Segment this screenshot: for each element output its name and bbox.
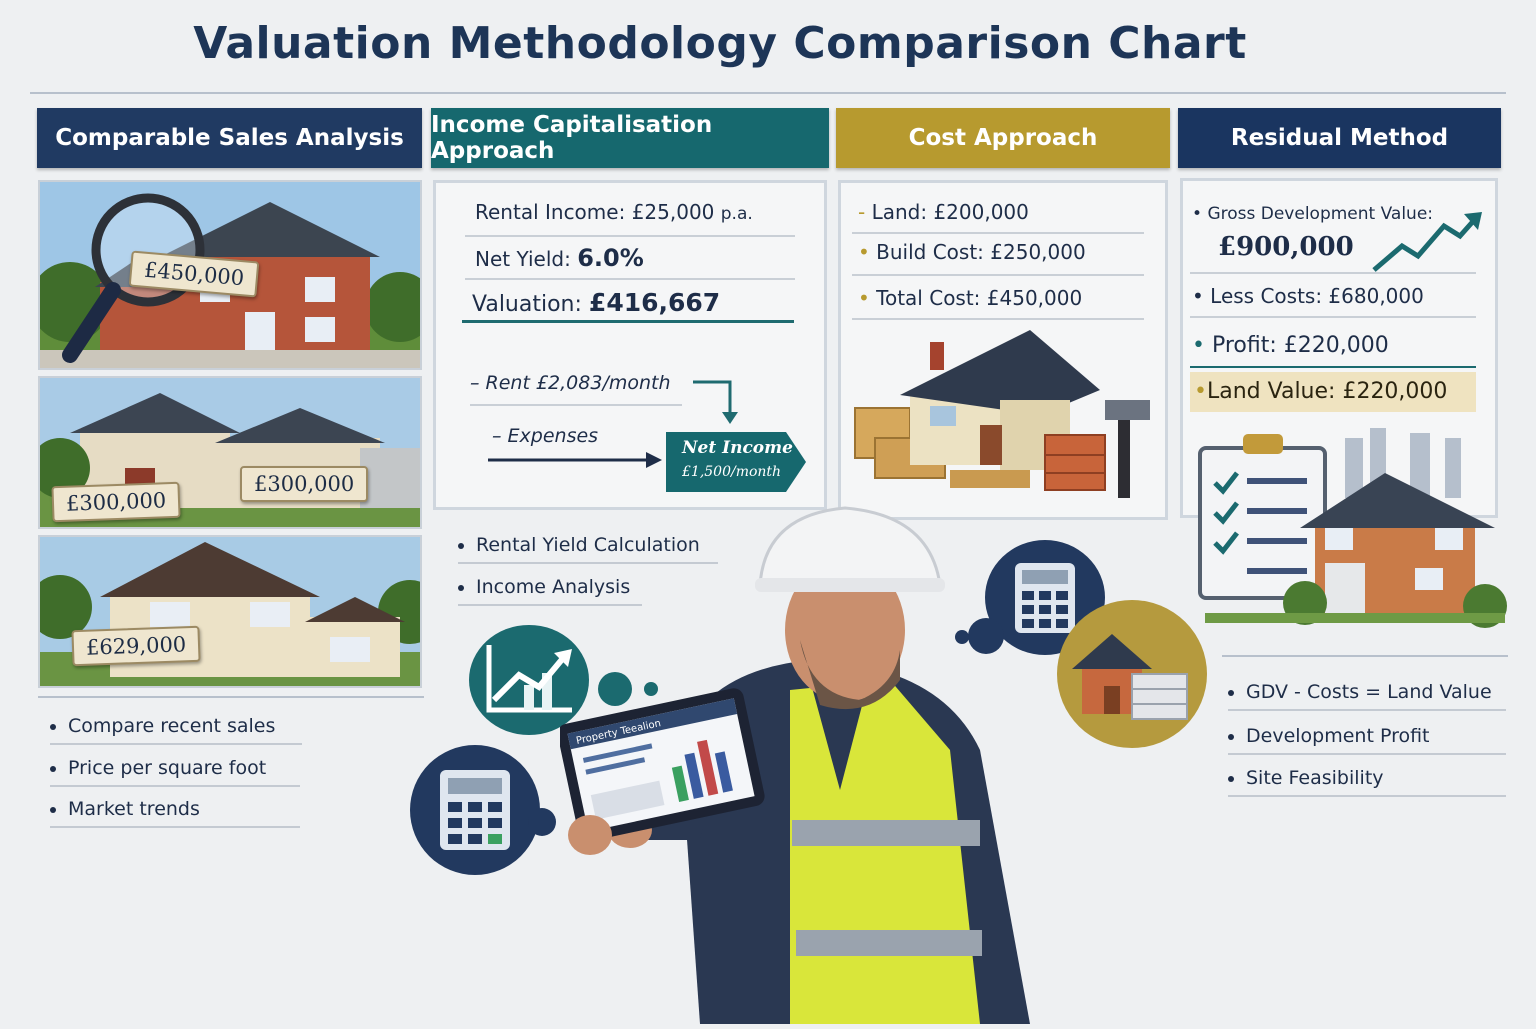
col4-bullet: GDV - Costs = Land Value (1228, 681, 1506, 711)
expenses-line: – Expenses (492, 425, 599, 447)
price-tag-629k: £629,000 (71, 625, 201, 667)
calculator-icon (985, 540, 1105, 655)
house-build-icon (850, 330, 1160, 515)
cost-line: • Total Cost: £450,000 (858, 286, 1083, 310)
gdv-value: £900,000 (1218, 232, 1354, 262)
col2-bullet: Income Analysis (458, 576, 642, 606)
less-costs-line: • Less Costs: £680,000 (1192, 284, 1424, 308)
col4-bullet: Site Feasibility (1228, 767, 1506, 797)
rent-line: – Rent £2,083/month (470, 372, 671, 394)
land-value-line: •Land Value: £220,000 (1194, 379, 1448, 404)
title-divider (30, 92, 1506, 94)
price-tag-300k-b: £300,000 (240, 466, 369, 502)
col1-bullet: Market trends (50, 798, 300, 828)
house-photo-1 (38, 180, 422, 370)
price-tag-300k-a: £300,000 (51, 481, 181, 523)
col4-divider (1222, 655, 1508, 657)
land-value-highlight (1190, 372, 1476, 412)
net-income-badge: Net Income £1,500/month (666, 432, 806, 492)
rental-income-line: Rental Income: £25,000 p.a. (475, 200, 753, 224)
col1-bullet: Price per square foot (50, 757, 300, 787)
trend-arrow-icon (1372, 212, 1482, 272)
col4-bullet: Development Profit (1228, 725, 1506, 755)
chart-up-icon (469, 625, 589, 735)
house-photo-3 (38, 535, 422, 688)
gdv-label: • Gross Development Value: (1192, 204, 1434, 224)
flow-arrows-icon (488, 380, 738, 468)
cost-line: • Build Cost: £250,000 (858, 240, 1086, 264)
header-income-capitalisation: Income Capitalisation Approach (431, 108, 829, 168)
col1-divider (38, 696, 424, 698)
house-materials-icon (1057, 600, 1207, 748)
col1-bullet: Compare recent sales (50, 715, 302, 745)
page-title: Valuation Methodology Comparison Chart (193, 18, 1247, 69)
cost-line: - Land: £200,000 (858, 200, 1029, 224)
col2-bullet: Rental Yield Calculation (458, 534, 718, 564)
header-residual-method: Residual Method (1178, 108, 1501, 168)
net-yield-line: Net Yield: 6.0% (475, 244, 644, 272)
surveyor-illustration: Property Teealion (557, 490, 1040, 1029)
checklist-icon (1195, 428, 1515, 643)
valuation-line: Valuation: £416,667 (472, 288, 721, 317)
header-comparable-sales: Comparable Sales Analysis (37, 108, 422, 168)
profit-line: • Profit: £220,000 (1192, 333, 1389, 358)
header-cost-approach: Cost Approach (836, 108, 1170, 168)
calculator-icon (410, 745, 540, 875)
